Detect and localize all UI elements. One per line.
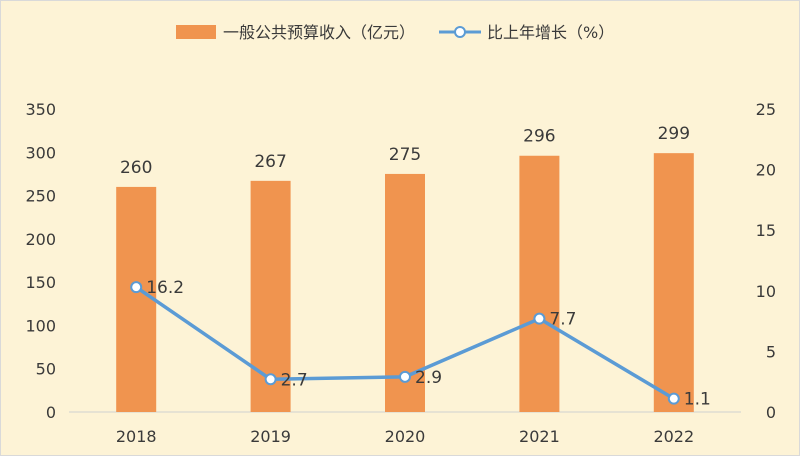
bar — [116, 186, 157, 412]
legend: 一般公共预算收入（亿元） 比上年增长（%） — [176, 23, 614, 42]
x-tick-label: 2022 — [653, 427, 694, 446]
y-left-tick-label: 300 — [25, 143, 56, 162]
line-point — [399, 370, 411, 383]
line-point — [130, 281, 143, 294]
y-left-tick-label: 350 — [25, 100, 56, 119]
line-value-label: 2.9 — [415, 368, 442, 388]
y-left-tick-label: 50 — [36, 360, 56, 379]
line-point — [264, 373, 277, 386]
y-right-tick-label: 25 — [756, 100, 776, 119]
x-tick-label: 2021 — [519, 427, 560, 446]
y-left-tick-label: 150 — [25, 273, 56, 292]
line-value-label: 2.7 — [281, 370, 308, 390]
line-value-label: 1.1 — [684, 390, 711, 410]
bar-value-label: 267 — [254, 152, 286, 172]
y-left-tick-label: 100 — [25, 316, 56, 335]
x-tick-label: 2019 — [250, 427, 291, 446]
legend-bar-label: 一般公共预算收入（亿元） — [223, 23, 415, 42]
legend-line-label: 比上年增长（%） — [487, 23, 614, 42]
x-tick-label: 2018 — [116, 427, 157, 446]
y-right-tick-label: 0 — [766, 403, 776, 422]
legend-line-marker — [454, 26, 466, 38]
bar-value-label: 260 — [120, 158, 152, 178]
line-value-label: 16.2 — [146, 278, 184, 298]
y-right-tick-label: 10 — [756, 282, 776, 301]
bar — [519, 155, 560, 412]
legend-bar-swatch — [176, 25, 216, 39]
bar-value-label: 299 — [658, 124, 690, 144]
y-left-tick-label: 0 — [46, 403, 56, 422]
y-right-tick-label: 20 — [756, 161, 776, 180]
y-left-tick-label: 250 — [25, 187, 56, 206]
line-point — [667, 392, 680, 405]
x-tick-label: 2020 — [385, 427, 426, 446]
line-point — [533, 312, 546, 325]
bar — [653, 153, 694, 412]
y-right-tick-label: 15 — [756, 221, 776, 240]
bar-value-label: 275 — [389, 145, 421, 165]
bar-value-label: 296 — [523, 127, 555, 147]
y-right-tick-label: 5 — [766, 342, 776, 361]
y-left-tick-label: 200 — [25, 230, 56, 249]
plot-area: 0 50 100 150 200 250 300 350 0 5 10 15 20 25 2018 2019 2… — [25, 100, 776, 446]
line-value-label: 7.7 — [549, 310, 576, 330]
